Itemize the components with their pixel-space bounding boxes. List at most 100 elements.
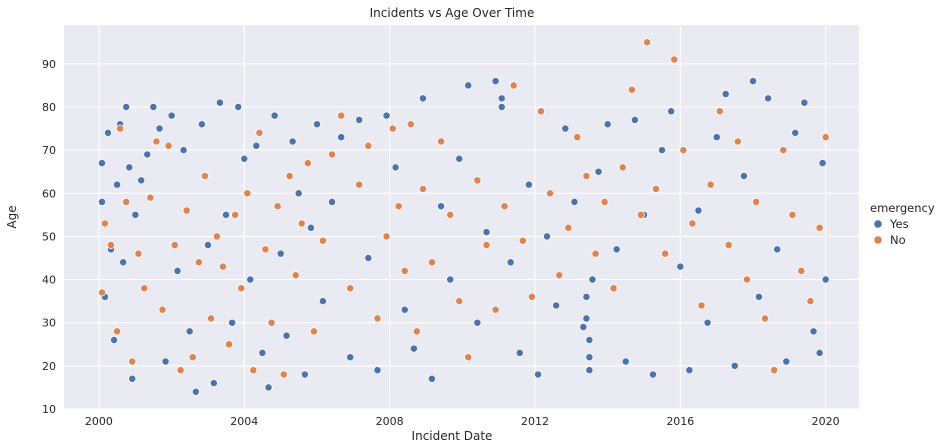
point-yes (815, 348, 824, 357)
point-no (194, 258, 203, 267)
point-no (446, 210, 455, 219)
point-no (207, 314, 215, 323)
point-no (400, 266, 409, 275)
point-no (388, 124, 397, 133)
point-yes (234, 103, 243, 111)
point-no (821, 133, 830, 142)
point-yes (204, 241, 212, 249)
point-no (140, 284, 149, 293)
point-yes (464, 81, 473, 90)
point-yes (270, 111, 279, 120)
point-no (752, 197, 761, 206)
point-no (724, 241, 733, 249)
point-yes (125, 163, 134, 172)
point-no (100, 219, 109, 228)
point-no (297, 219, 306, 228)
point-yes (418, 94, 427, 103)
y-tick-label: 40 (42, 274, 56, 287)
plot-area (64, 25, 859, 409)
y-tick-labels: 10 20 30 40 50 60 70 80 90 (42, 58, 56, 416)
point-no (231, 210, 240, 219)
point-no (164, 141, 173, 150)
point-no (600, 197, 609, 206)
point-yes (685, 366, 694, 375)
point-yes (246, 275, 255, 284)
point-no (609, 284, 618, 293)
point-yes (294, 189, 303, 198)
point-no (670, 55, 679, 64)
point-yes (131, 210, 140, 219)
point-no (346, 284, 355, 293)
point-no (473, 176, 482, 185)
point-yes (782, 357, 791, 366)
point-yes (110, 336, 118, 344)
point-no (546, 189, 555, 198)
point-no (406, 120, 415, 129)
point-yes (561, 124, 570, 133)
point-yes (491, 77, 500, 86)
point-yes (104, 128, 112, 137)
point-yes (98, 159, 106, 168)
y-tick-label: 20 (42, 360, 56, 373)
point-no (797, 266, 806, 275)
point-yes (337, 133, 346, 142)
chart-title: Incidents vs Age Over Time (370, 6, 535, 20)
legend-marker-yes (873, 219, 883, 229)
point-no (107, 241, 115, 249)
point-yes (739, 172, 748, 180)
point-no (116, 124, 125, 133)
point-yes (764, 94, 773, 103)
point-yes (264, 383, 273, 392)
point-no (158, 305, 167, 314)
point-no (815, 223, 824, 232)
point-yes (149, 103, 158, 111)
point-yes (355, 115, 364, 124)
point-yes (122, 103, 131, 111)
point-yes (482, 228, 491, 237)
legend: emergency Yes No (870, 201, 935, 247)
point-no (122, 197, 131, 206)
point-no (555, 271, 564, 280)
point-no (285, 172, 294, 180)
point-yes (773, 245, 782, 254)
point-no (761, 314, 769, 323)
point-no (237, 284, 246, 293)
point-yes (543, 232, 551, 241)
y-tick-label: 90 (42, 58, 56, 71)
point-no (113, 327, 121, 336)
point-yes (676, 262, 685, 271)
point-no (464, 353, 473, 362)
point-no (318, 236, 327, 245)
point-no (394, 202, 403, 211)
point-no (152, 137, 161, 146)
point-no (309, 327, 318, 336)
point-no (455, 297, 464, 306)
point-yes (524, 180, 533, 189)
point-yes (197, 120, 206, 129)
point-yes (506, 258, 515, 267)
point-yes (288, 137, 297, 146)
x-tick-label: 2000 (85, 415, 113, 428)
point-no (733, 137, 742, 146)
point-yes (300, 370, 309, 379)
point-yes (373, 366, 382, 375)
point-yes (497, 94, 506, 103)
x-tick-label: 2016 (666, 415, 694, 428)
point-yes (161, 357, 170, 366)
y-tick-label: 60 (42, 187, 56, 200)
point-yes (137, 176, 146, 185)
y-tick-label: 70 (42, 144, 56, 157)
x-tick-label: 2004 (230, 415, 258, 428)
point-yes (258, 348, 267, 357)
point-yes (754, 292, 763, 301)
point-yes (364, 254, 373, 262)
point-no (482, 241, 491, 249)
point-yes (427, 374, 436, 383)
point-no (182, 206, 191, 215)
point-no (176, 366, 185, 375)
point-yes (446, 275, 455, 284)
y-tick-label: 80 (42, 101, 56, 114)
point-yes (318, 297, 327, 306)
point-yes (534, 370, 543, 379)
point-no (573, 133, 582, 142)
